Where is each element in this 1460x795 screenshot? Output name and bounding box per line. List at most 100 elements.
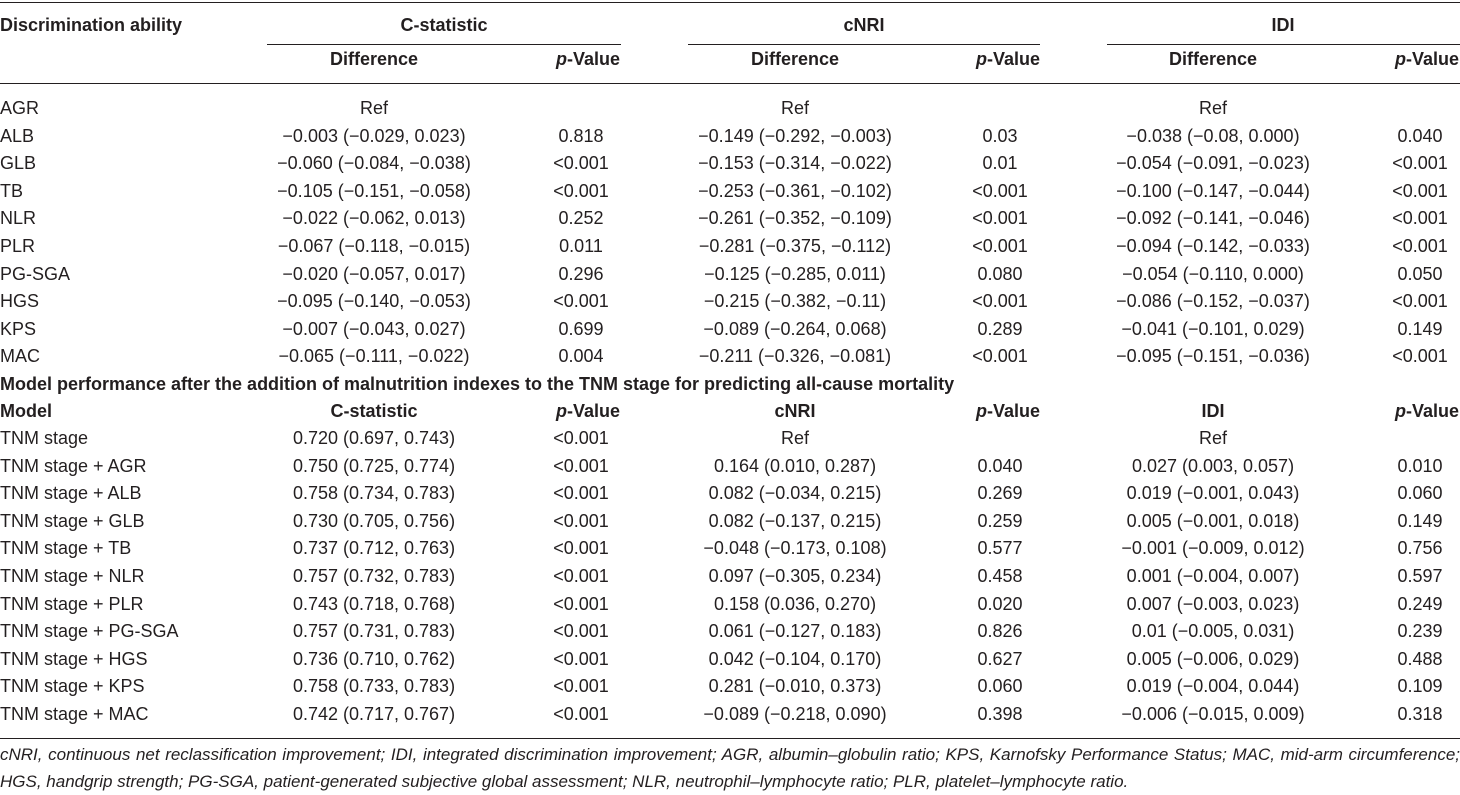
discrimination-row-name-cell: TB <box>0 180 24 201</box>
discrimination-row-n-diff-cell: −0.253 (−0.361, −0.102) <box>698 180 892 201</box>
model-row-i-diff-cell: 0.005 (−0.006, 0.029) <box>1126 648 1300 669</box>
discrimination-row-i-diff-cell: −0.095 (−0.151, −0.036) <box>1116 346 1310 367</box>
model-row-c-p-cell: <0.001 <box>553 538 609 559</box>
model-row-n-diff-cell: 0.042 (−0.104, 0.170) <box>708 648 882 669</box>
discrimination-row-i-p-cell: 0.050 <box>1397 263 1443 284</box>
idi-difference-header: Difference <box>1168 49 1258 69</box>
discrimination-row-i-p-cell: <0.001 <box>1392 153 1448 174</box>
model-row-name-cell: TNM stage + KPS <box>0 676 145 697</box>
model-row-c-diff-cell: 0.730 (0.705, 0.756) <box>292 510 456 531</box>
cnri-pvalue-header: p-Value <box>975 49 1040 69</box>
model-row-n-p-cell: 0.040 <box>977 455 1023 476</box>
discrimination-row-i-p-cell: <0.001 <box>1392 236 1448 256</box>
model-row-i-diff-cell: 0.019 (−0.001, 0.043) <box>1126 483 1300 504</box>
discrimination-row-name-cell: ALB <box>0 125 35 146</box>
discrimination-row-n-diff-cell: −0.153 (−0.314, −0.022) <box>698 153 892 174</box>
model-row-i-diff-cell: 0.019 (−0.004, 0.044) <box>1126 676 1300 697</box>
discrimination-row-i-diff-cell: −0.092 (−0.141, −0.046) <box>1116 208 1310 229</box>
discrimination-row-c-diff-cell: −0.065 (−0.111, −0.022) <box>278 346 470 367</box>
discrimination-row-c-p-cell: <0.001 <box>553 153 609 174</box>
discrimination-row-n-diff-cell: −0.149 (−0.292, −0.003) <box>698 125 892 146</box>
discrimination-row-i-p-cell: <0.001 <box>1392 208 1448 229</box>
cstat-group-rule <box>267 44 621 45</box>
model-cstat-header: C-statistic <box>330 401 418 421</box>
model-row-c-diff-cell: 0.757 (0.731, 0.783) <box>292 621 456 642</box>
model-row-n-diff-cell: 0.281 (−0.010, 0.373) <box>708 676 882 697</box>
discrimination-row-i-p-cell: 0.040 <box>1397 125 1443 146</box>
discrimination-row-name-cell: MAC <box>0 346 40 367</box>
section1-header: Discrimination ability <box>0 15 183 35</box>
model-row-c-diff-cell: 0.750 (0.725, 0.774) <box>292 455 456 476</box>
model-row-c-p-cell: <0.001 <box>553 704 609 724</box>
model-row-c-diff-cell: 0.736 (0.710, 0.762) <box>292 648 456 669</box>
model-row-c-diff-cell: 0.737 (0.712, 0.763) <box>292 538 456 559</box>
discrimination-row-n-diff-cell: −0.261 (−0.352, −0.109) <box>698 208 892 229</box>
cnri-difference-header: Difference <box>750 49 840 69</box>
discrimination-row-n-p-cell: <0.001 <box>972 180 1028 201</box>
model-row-c-p-cell: <0.001 <box>553 455 609 476</box>
model-cnri-pvalue-header: p-Value <box>975 401 1040 421</box>
model-row-i-p-cell: 0.010 <box>1397 455 1443 476</box>
discrimination-row-name-cell: NLR <box>0 208 37 229</box>
model-row-name-cell: TNM stage + TB <box>0 538 132 559</box>
model-row-c-p-cell: <0.001 <box>553 510 609 531</box>
model-row-i-p-cell: 0.239 <box>1397 621 1443 642</box>
idi-group-header: IDI <box>1271 15 1295 35</box>
model-row-i-diff-cell: 0.001 (−0.004, 0.007) <box>1126 566 1300 586</box>
model-row-n-diff-cell: 0.158 (0.036, 0.270) <box>713 593 877 614</box>
discrimination-row-n-p-cell: <0.001 <box>972 236 1028 256</box>
discrimination-row-n-p-cell: <0.001 <box>972 291 1028 312</box>
model-row-name-cell: TNM stage + MAC <box>0 704 149 724</box>
model-row-c-p-cell: <0.001 <box>553 593 609 614</box>
discrimination-row-c-p-cell: 0.004 <box>558 346 604 367</box>
discrimination-row-c-diff-cell: −0.095 (−0.140, −0.053) <box>277 291 471 312</box>
model-row-n-diff-cell: −0.048 (−0.173, 0.108) <box>703 538 887 559</box>
discrimination-row-n-diff-cell: −0.211 (−0.326, −0.081) <box>698 346 892 367</box>
model-row-i-diff-cell: −0.006 (−0.015, 0.009) <box>1121 704 1305 724</box>
model-row-i-diff-cell: 0.005 (−0.001, 0.018) <box>1126 510 1300 531</box>
model-row-c-diff-cell: 0.758 (0.733, 0.783) <box>292 676 456 697</box>
model-idi-pvalue-header: p-Value <box>1394 401 1459 421</box>
discrimination-row-n-diff-cell: −0.215 (−0.382, −0.11) <box>703 291 887 312</box>
model-row-i-p-cell: 0.109 <box>1397 676 1443 697</box>
model-row-n-diff-cell: 0.097 (−0.305, 0.234) <box>708 566 882 586</box>
model-row-n-p-cell: 0.826 <box>977 621 1023 642</box>
model-row-name-cell: TNM stage + GLB <box>0 510 145 531</box>
model-row-n-diff-cell: −0.089 (−0.218, 0.090) <box>703 704 887 724</box>
discrimination-row-i-diff-cell: −0.054 (−0.091, −0.023) <box>1116 153 1310 174</box>
discrimination-row-n-p-cell: 0.080 <box>977 263 1023 284</box>
discrimination-row-i-p-cell: <0.001 <box>1392 291 1448 312</box>
model-row-n-diff-cell: Ref <box>780 428 810 448</box>
discrimination-row-c-diff-cell: −0.022 (−0.062, 0.013) <box>282 208 466 229</box>
model-row-name-cell: TNM stage + ALB <box>0 483 142 504</box>
discrimination-row-name-cell: AGR <box>0 98 40 118</box>
model-row-i-diff-cell: Ref <box>1198 428 1228 448</box>
model-row-c-p-cell: <0.001 <box>553 621 609 642</box>
discrimination-row-c-p-cell: 0.818 <box>558 125 604 146</box>
discrimination-row-i-diff-cell: −0.094 (−0.142, −0.033) <box>1116 236 1310 256</box>
cnri-group-header: cNRI <box>843 15 885 35</box>
discrimination-row-n-diff-cell: −0.089 (−0.264, 0.068) <box>703 318 887 339</box>
model-row-name-cell: TNM stage + HGS <box>0 648 148 669</box>
discrimination-row-n-p-cell: 0.03 <box>982 125 1018 146</box>
model-header: Model <box>0 401 52 421</box>
model-row-i-diff-cell: 0.007 (−0.003, 0.023) <box>1126 593 1300 614</box>
model-row-c-p-cell: <0.001 <box>553 566 609 586</box>
section2-title: Model performance after the addition of … <box>0 374 955 394</box>
model-row-name-cell: TNM stage <box>0 428 89 448</box>
discrimination-row-i-p-cell: 0.149 <box>1397 318 1443 339</box>
discrimination-row-i-diff-cell: −0.054 (−0.110, 0.000) <box>1122 263 1304 284</box>
model-row-n-p-cell: 0.577 <box>977 538 1023 559</box>
discrimination-row-i-p-cell: <0.001 <box>1392 346 1448 367</box>
table-bottom-rule <box>0 738 1460 739</box>
discrimination-row-i-diff-cell: −0.100 (−0.147, −0.044) <box>1116 180 1310 201</box>
model-row-n-p-cell: 0.020 <box>977 593 1023 614</box>
cstat-difference-header: Difference <box>329 49 419 69</box>
model-row-i-diff-cell: −0.001 (−0.009, 0.012) <box>1121 538 1305 559</box>
model-row-c-p-cell: <0.001 <box>553 676 609 697</box>
discrimination-row-n-diff-cell: Ref <box>780 98 810 118</box>
table-top-rule <box>0 2 1460 3</box>
table-footnote: cNRI, continuous net reclassification im… <box>0 745 1460 791</box>
discrimination-row-i-diff-cell: Ref <box>1198 98 1228 118</box>
model-row-n-p-cell: 0.627 <box>977 648 1023 669</box>
